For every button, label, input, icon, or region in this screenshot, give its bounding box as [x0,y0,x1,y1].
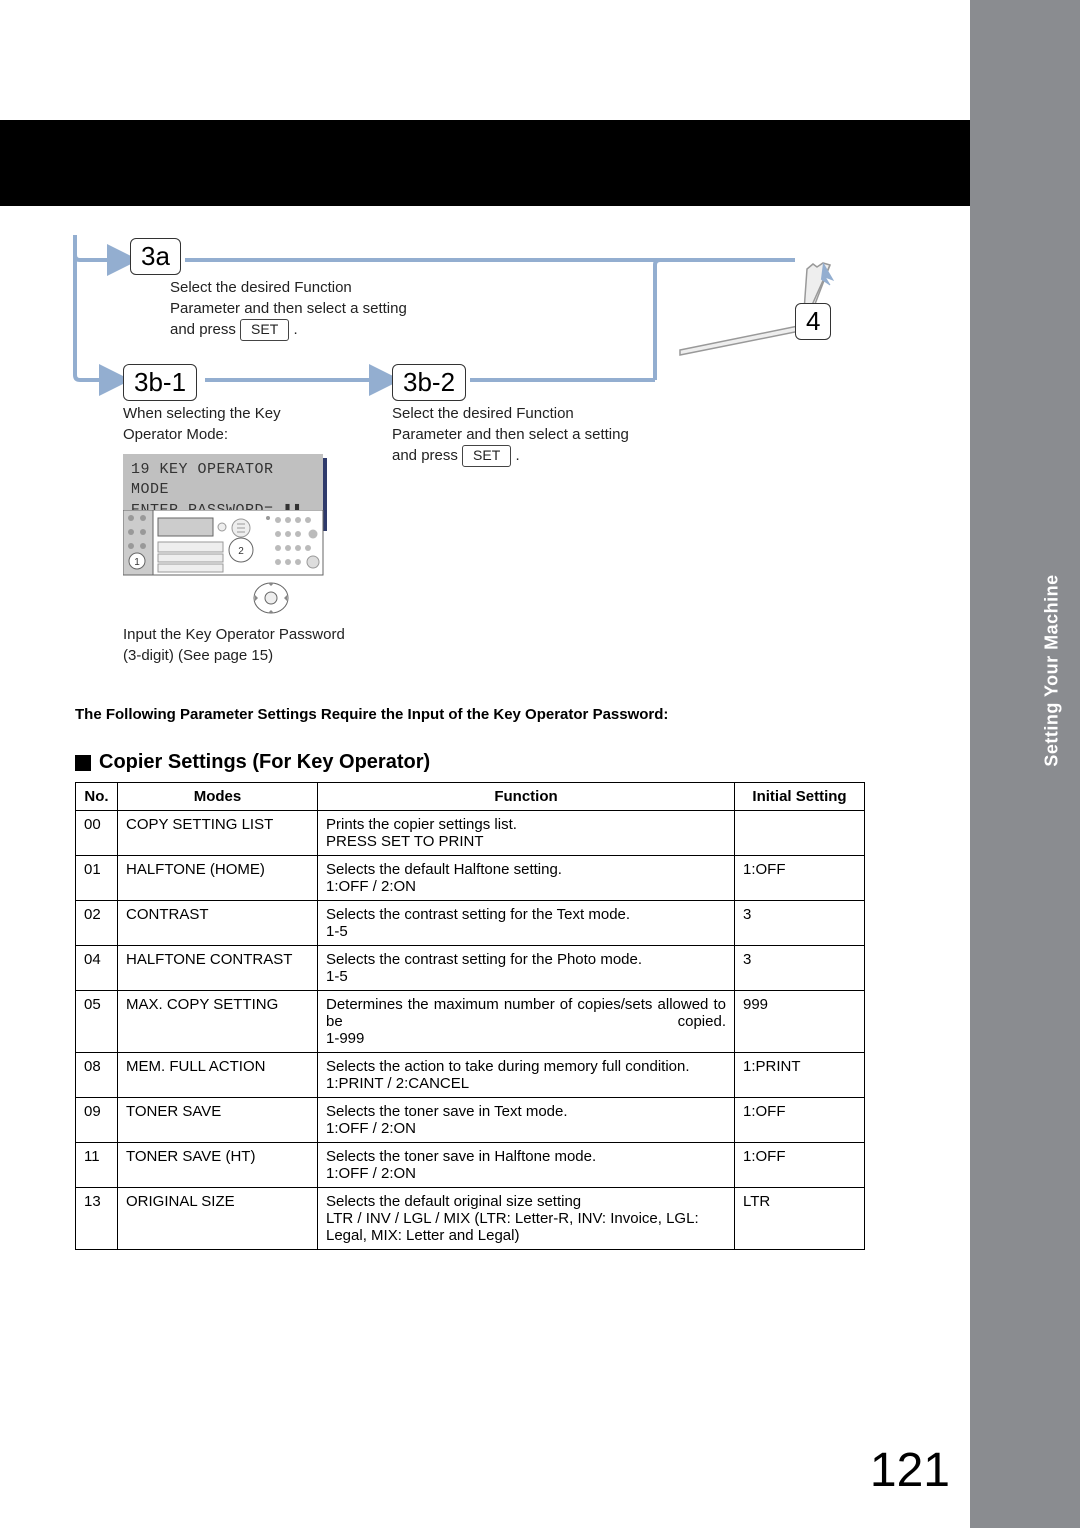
step-3b1-box: 3b-1 [123,364,197,401]
cell-initial: 1:OFF [735,1143,865,1188]
cell-no: 08 [76,1053,118,1098]
col-modes: Modes [118,783,318,811]
step-3b1-text: When selecting the Key Operator Mode: [123,403,373,445]
step-3a-text: Select the desired Function Parameter an… [170,277,440,341]
svg-text:1: 1 [134,557,140,568]
step-3a-line1: Select the desired Function [170,279,352,296]
table-row: 09TONER SAVESelects the toner save in Te… [76,1098,865,1143]
cell-mode: HALFTONE (HOME) [118,856,318,901]
step-3b2-line2: Parameter and then select a setting [392,426,629,443]
cell-function: Determines the maximum number of copies/… [318,991,735,1053]
cell-no: 01 [76,856,118,901]
cell-mode: MAX. COPY SETTING [118,991,318,1053]
page: Setting Your Machine 3a Select the desir… [0,0,1080,1528]
step-3b1-foot-l2: (3-digit) (See page 15) [123,647,273,664]
table-row: 01HALFTONE (HOME)Selects the default Hal… [76,856,865,901]
step-3b2-line1: Select the desired Function [392,405,574,422]
table-title: Copier Settings (For Key Operator) [75,751,865,774]
table-title-text: Copier Settings (For Key Operator) [99,751,430,773]
cell-initial: 1:OFF [735,856,865,901]
side-tab-label-wrap: Setting Your Machine [1025,540,1080,800]
cell-mode: MEM. FULL ACTION [118,1053,318,1098]
cell-function: Selects the default original size settin… [318,1188,735,1250]
step-3b1-footer: Input the Key Operator Password (3-digit… [123,624,383,666]
cell-initial: 3 [735,901,865,946]
cell-no: 13 [76,1188,118,1250]
password-note: The Following Parameter Settings Require… [75,706,865,723]
table-row: 13ORIGINAL SIZESelects the default origi… [76,1188,865,1250]
cell-no: 00 [76,811,118,856]
step-3a-box: 3a [130,238,181,275]
cell-function: Selects the action to take during memory… [318,1053,735,1098]
step-3b1-line2: Operator Mode: [123,426,228,443]
cell-function: Prints the copier settings list.PRESS SE… [318,811,735,856]
table-row: 04HALFTONE CONTRASTSelects the contrast … [76,946,865,991]
cell-function: Selects the toner save in Text mode.1:OF… [318,1098,735,1143]
header-black-bar [0,120,970,206]
side-tab-bar: Setting Your Machine [970,0,1080,1528]
page-number: 121 [870,1443,950,1498]
settings-table: No. Modes Function Initial Setting 00COP… [75,782,865,1250]
table-row: 00COPY SETTING LISTPrints the copier set… [76,811,865,856]
step-3b2-box: 3b-2 [392,364,466,401]
col-no: No. [76,783,118,811]
cell-no: 04 [76,946,118,991]
lcd-line1: 19 KEY OPERATOR MODE [131,461,274,498]
side-tab-label: Setting Your Machine [1042,574,1063,766]
cell-initial: 3 [735,946,865,991]
table-row: 08MEM. FULL ACTIONSelects the action to … [76,1053,865,1098]
cell-mode: CONTRAST [118,901,318,946]
table-section: The Following Parameter Settings Require… [75,680,865,1250]
svg-text:2: 2 [238,546,244,557]
step-3b1-foot-l1: Input the Key Operator Password [123,626,345,643]
step-3b2-text: Select the desired Function Parameter an… [392,403,662,467]
cell-initial: 1:PRINT [735,1053,865,1098]
step-3a-line3: and press [170,321,240,338]
set-button-3a: SET [240,319,289,341]
cell-function: Selects the toner save in Halftone mode.… [318,1143,735,1188]
set-button-3b2: SET [462,445,511,467]
cell-initial: 999 [735,991,865,1053]
col-initial: Initial Setting [735,783,865,811]
step-3b1-line1: When selecting the Key [123,405,281,422]
step-3a-line2: Parameter and then select a setting [170,300,407,317]
cell-no: 09 [76,1098,118,1143]
cell-mode: TONER SAVE (HT) [118,1143,318,1188]
cell-no: 02 [76,901,118,946]
step-3b2-line3: and press [392,447,462,464]
cell-no: 11 [76,1143,118,1188]
square-bullet-icon [75,755,91,771]
keypad-illustration: 1 2 [123,510,373,620]
cell-mode: HALFTONE CONTRAST [118,946,318,991]
cell-function: Selects the default Halftone setting.1:O… [318,856,735,901]
table-header-row: No. Modes Function Initial Setting [76,783,865,811]
cell-mode: COPY SETTING LIST [118,811,318,856]
table-row: 02CONTRASTSelects the contrast setting f… [76,901,865,946]
col-function: Function [318,783,735,811]
cell-initial: 1:OFF [735,1098,865,1143]
cell-initial [735,811,865,856]
cell-mode: TONER SAVE [118,1098,318,1143]
cell-no: 05 [76,991,118,1053]
cell-function: Selects the contrast setting for the Tex… [318,901,735,946]
step-4-box: 4 [795,303,831,340]
table-row: 11TONER SAVE (HT)Selects the toner save … [76,1143,865,1188]
table-row: 05MAX. COPY SETTINGDetermines the maximu… [76,991,865,1053]
cell-mode: ORIGINAL SIZE [118,1188,318,1250]
cell-initial: LTR [735,1188,865,1250]
cell-function: Selects the contrast setting for the Pho… [318,946,735,991]
